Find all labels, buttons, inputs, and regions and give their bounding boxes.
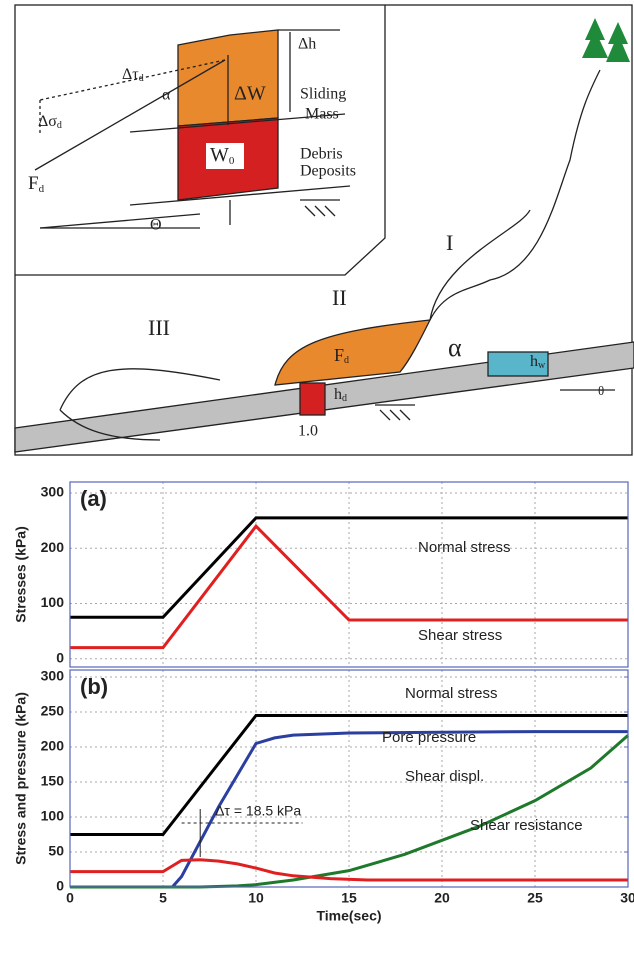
- x-tick-label: 20: [434, 890, 450, 906]
- label: d: [57, 120, 62, 131]
- label: hw: [530, 353, 546, 372]
- label: ΔW: [234, 83, 266, 105]
- panel-label: (b): [80, 674, 108, 699]
- series-line: [70, 858, 628, 882]
- label: d: [342, 393, 347, 404]
- label: F: [334, 345, 344, 365]
- label: F: [28, 173, 39, 194]
- x-tick-label: 30: [620, 890, 634, 906]
- diagram-frame: [14, 4, 633, 456]
- plot-frame: [69, 481, 629, 668]
- tree: [585, 18, 605, 40]
- label: Θ: [150, 217, 162, 234]
- diagram-labels: Δh Sliding Mass ΔW Debris Deposits W0 Δτ…: [28, 36, 604, 440]
- label: Deposits: [300, 163, 356, 180]
- label: Δσd: [38, 113, 62, 132]
- label: Mass: [305, 106, 339, 123]
- series-label: Shear resistance: [470, 817, 583, 834]
- y-tick-label: 0: [56, 649, 64, 665]
- y-axis-label: Stresses (kPa): [13, 526, 29, 623]
- x-tick-label: 15: [341, 890, 357, 906]
- label: w: [538, 360, 546, 371]
- label: W0: [210, 144, 235, 167]
- inset-frame: [15, 5, 386, 276]
- y-tick-label: 300: [41, 484, 65, 500]
- plot-frame: [69, 669, 629, 888]
- label: Sliding: [300, 86, 346, 103]
- y-tick-label: 0: [56, 878, 64, 894]
- w-box: [206, 143, 244, 169]
- label: h: [334, 386, 342, 403]
- tree: [606, 34, 630, 62]
- x-tick-label: 5: [159, 890, 167, 906]
- label: 1.0: [298, 423, 318, 440]
- label: hd: [334, 386, 347, 405]
- label: α: [448, 333, 462, 362]
- slope-line: [39, 213, 201, 229]
- series-line: [70, 734, 629, 889]
- block: [299, 382, 326, 416]
- label: 0: [229, 155, 235, 167]
- series-line: [70, 714, 628, 836]
- series-label: Shear displ.: [405, 768, 484, 785]
- water-block: [487, 351, 549, 377]
- fd-arrow: [34, 59, 226, 171]
- y-tick-label: 150: [41, 773, 65, 789]
- y-axis-label: Stress and pressure (kPa): [13, 692, 29, 865]
- dashed: [39, 59, 226, 101]
- label: III: [148, 315, 170, 340]
- y-tick-label: 200: [41, 738, 65, 754]
- hatch: [300, 199, 340, 217]
- deposit-iii: [59, 368, 221, 441]
- x-tick-label: 0: [66, 890, 74, 906]
- series-label: Shear stress: [418, 627, 502, 644]
- label: Δτ: [122, 66, 139, 83]
- label: Fd: [28, 173, 45, 194]
- label: Fd: [334, 345, 349, 366]
- diagram: [14, 4, 634, 456]
- hatch: [375, 404, 415, 421]
- tree: [608, 22, 628, 44]
- x-tick-label: 10: [248, 890, 264, 906]
- series-label: Normal stress: [405, 685, 498, 702]
- label: Δσ: [38, 113, 57, 130]
- label: II: [332, 285, 347, 310]
- series-line: [70, 516, 628, 619]
- label: α: [162, 87, 171, 104]
- label: d: [139, 73, 144, 84]
- y-tick-label: 100: [41, 594, 65, 610]
- series-line: [70, 730, 628, 889]
- debris-mass: [274, 319, 432, 386]
- y-tick-label: 250: [41, 703, 65, 719]
- series-line: [70, 523, 628, 650]
- tree: [582, 30, 608, 58]
- label: h: [530, 353, 538, 370]
- y-tick-label: 200: [41, 539, 65, 555]
- x-tick-label: 25: [527, 890, 543, 906]
- label: Δh: [298, 36, 316, 53]
- y-tick-label: 50: [48, 843, 64, 859]
- label: Debris: [300, 146, 343, 163]
- label: W: [210, 144, 229, 166]
- line: [129, 113, 346, 133]
- y-tick-label: 300: [41, 668, 65, 684]
- label: θ: [598, 383, 604, 398]
- line: [129, 185, 351, 206]
- hill: [429, 69, 601, 321]
- label: d: [344, 355, 349, 366]
- label: Δτd: [122, 66, 144, 85]
- y-tick-label: 100: [41, 808, 65, 824]
- panel-label: (a): [80, 486, 107, 511]
- annotation: Δτ = 18.5 kPa: [215, 803, 301, 819]
- series-label: Pore pressure: [382, 729, 476, 746]
- x-axis-label: Time(sec): [316, 908, 381, 924]
- series-label: Normal stress: [418, 539, 511, 556]
- label: d: [39, 183, 45, 195]
- label: I: [446, 230, 453, 255]
